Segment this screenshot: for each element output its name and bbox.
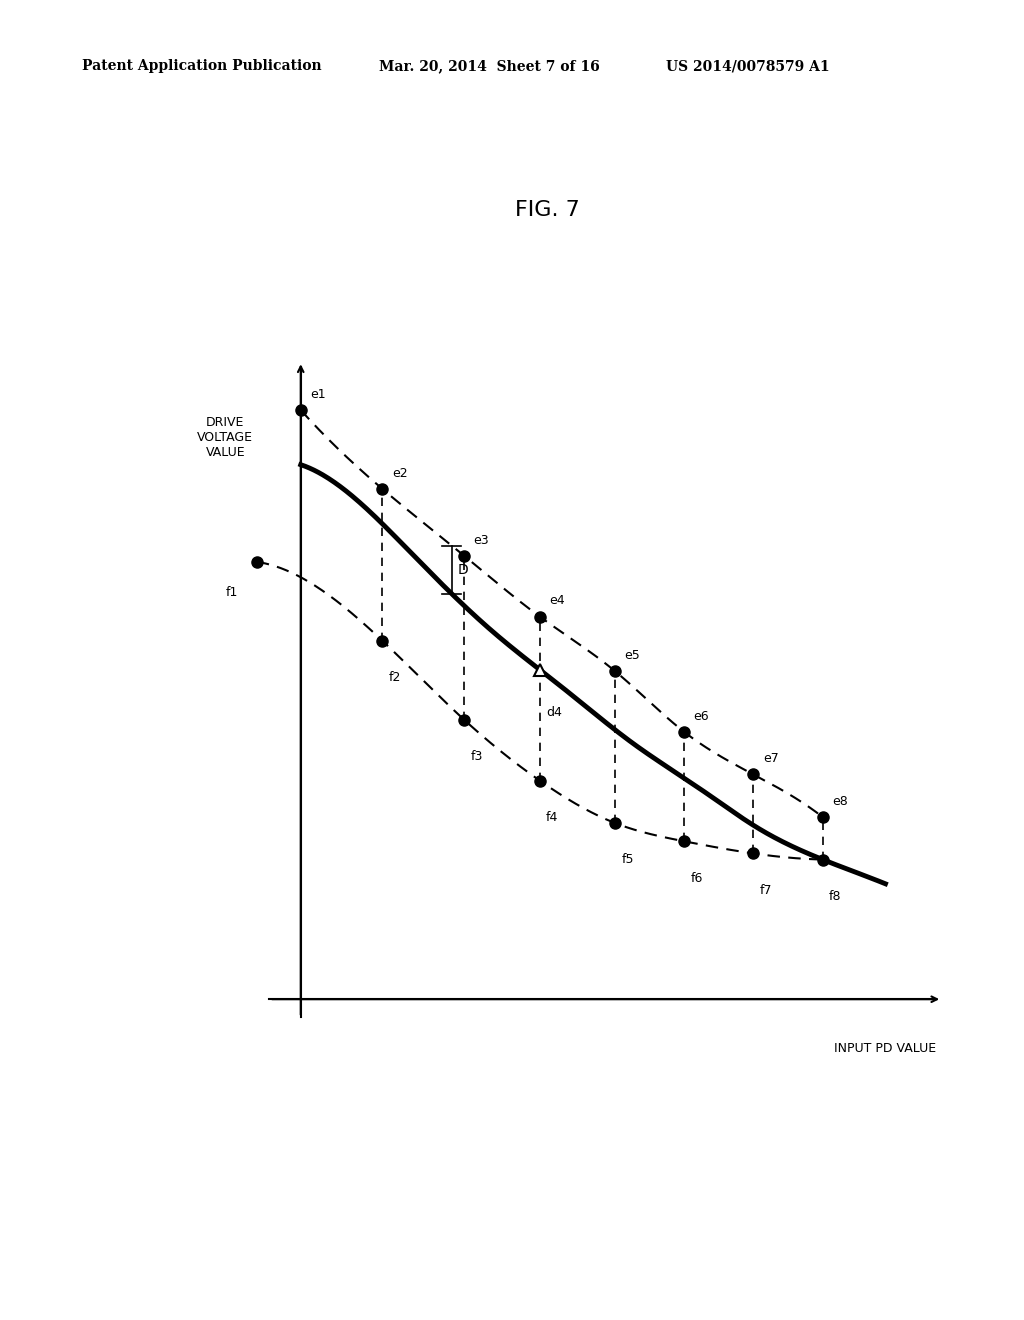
Text: e5: e5 — [625, 649, 640, 663]
Text: D: D — [458, 562, 469, 577]
Text: f1: f1 — [225, 586, 238, 599]
Text: DRIVE
VOLTAGE
VALUE: DRIVE VOLTAGE VALUE — [198, 416, 253, 459]
Text: US 2014/0078579 A1: US 2014/0078579 A1 — [666, 59, 829, 74]
Text: Mar. 20, 2014  Sheet 7 of 16: Mar. 20, 2014 Sheet 7 of 16 — [379, 59, 600, 74]
Text: FIG. 7: FIG. 7 — [515, 199, 581, 219]
Text: f6: f6 — [690, 871, 702, 884]
Text: Patent Application Publication: Patent Application Publication — [82, 59, 322, 74]
Text: e2: e2 — [392, 467, 408, 480]
Text: e6: e6 — [693, 710, 710, 723]
Text: e7: e7 — [763, 752, 778, 766]
Text: f3: f3 — [470, 750, 483, 763]
Text: f2: f2 — [389, 671, 401, 684]
Text: f5: f5 — [622, 854, 634, 866]
Text: INPUT PD VALUE: INPUT PD VALUE — [834, 1041, 936, 1055]
Text: f7: f7 — [760, 884, 772, 896]
Text: e4: e4 — [549, 594, 564, 607]
Text: e8: e8 — [833, 795, 848, 808]
Text: d4: d4 — [546, 706, 562, 719]
Text: e1: e1 — [310, 388, 326, 401]
Text: f4: f4 — [546, 810, 558, 824]
Text: f8: f8 — [828, 890, 842, 903]
Text: e3: e3 — [474, 533, 489, 546]
